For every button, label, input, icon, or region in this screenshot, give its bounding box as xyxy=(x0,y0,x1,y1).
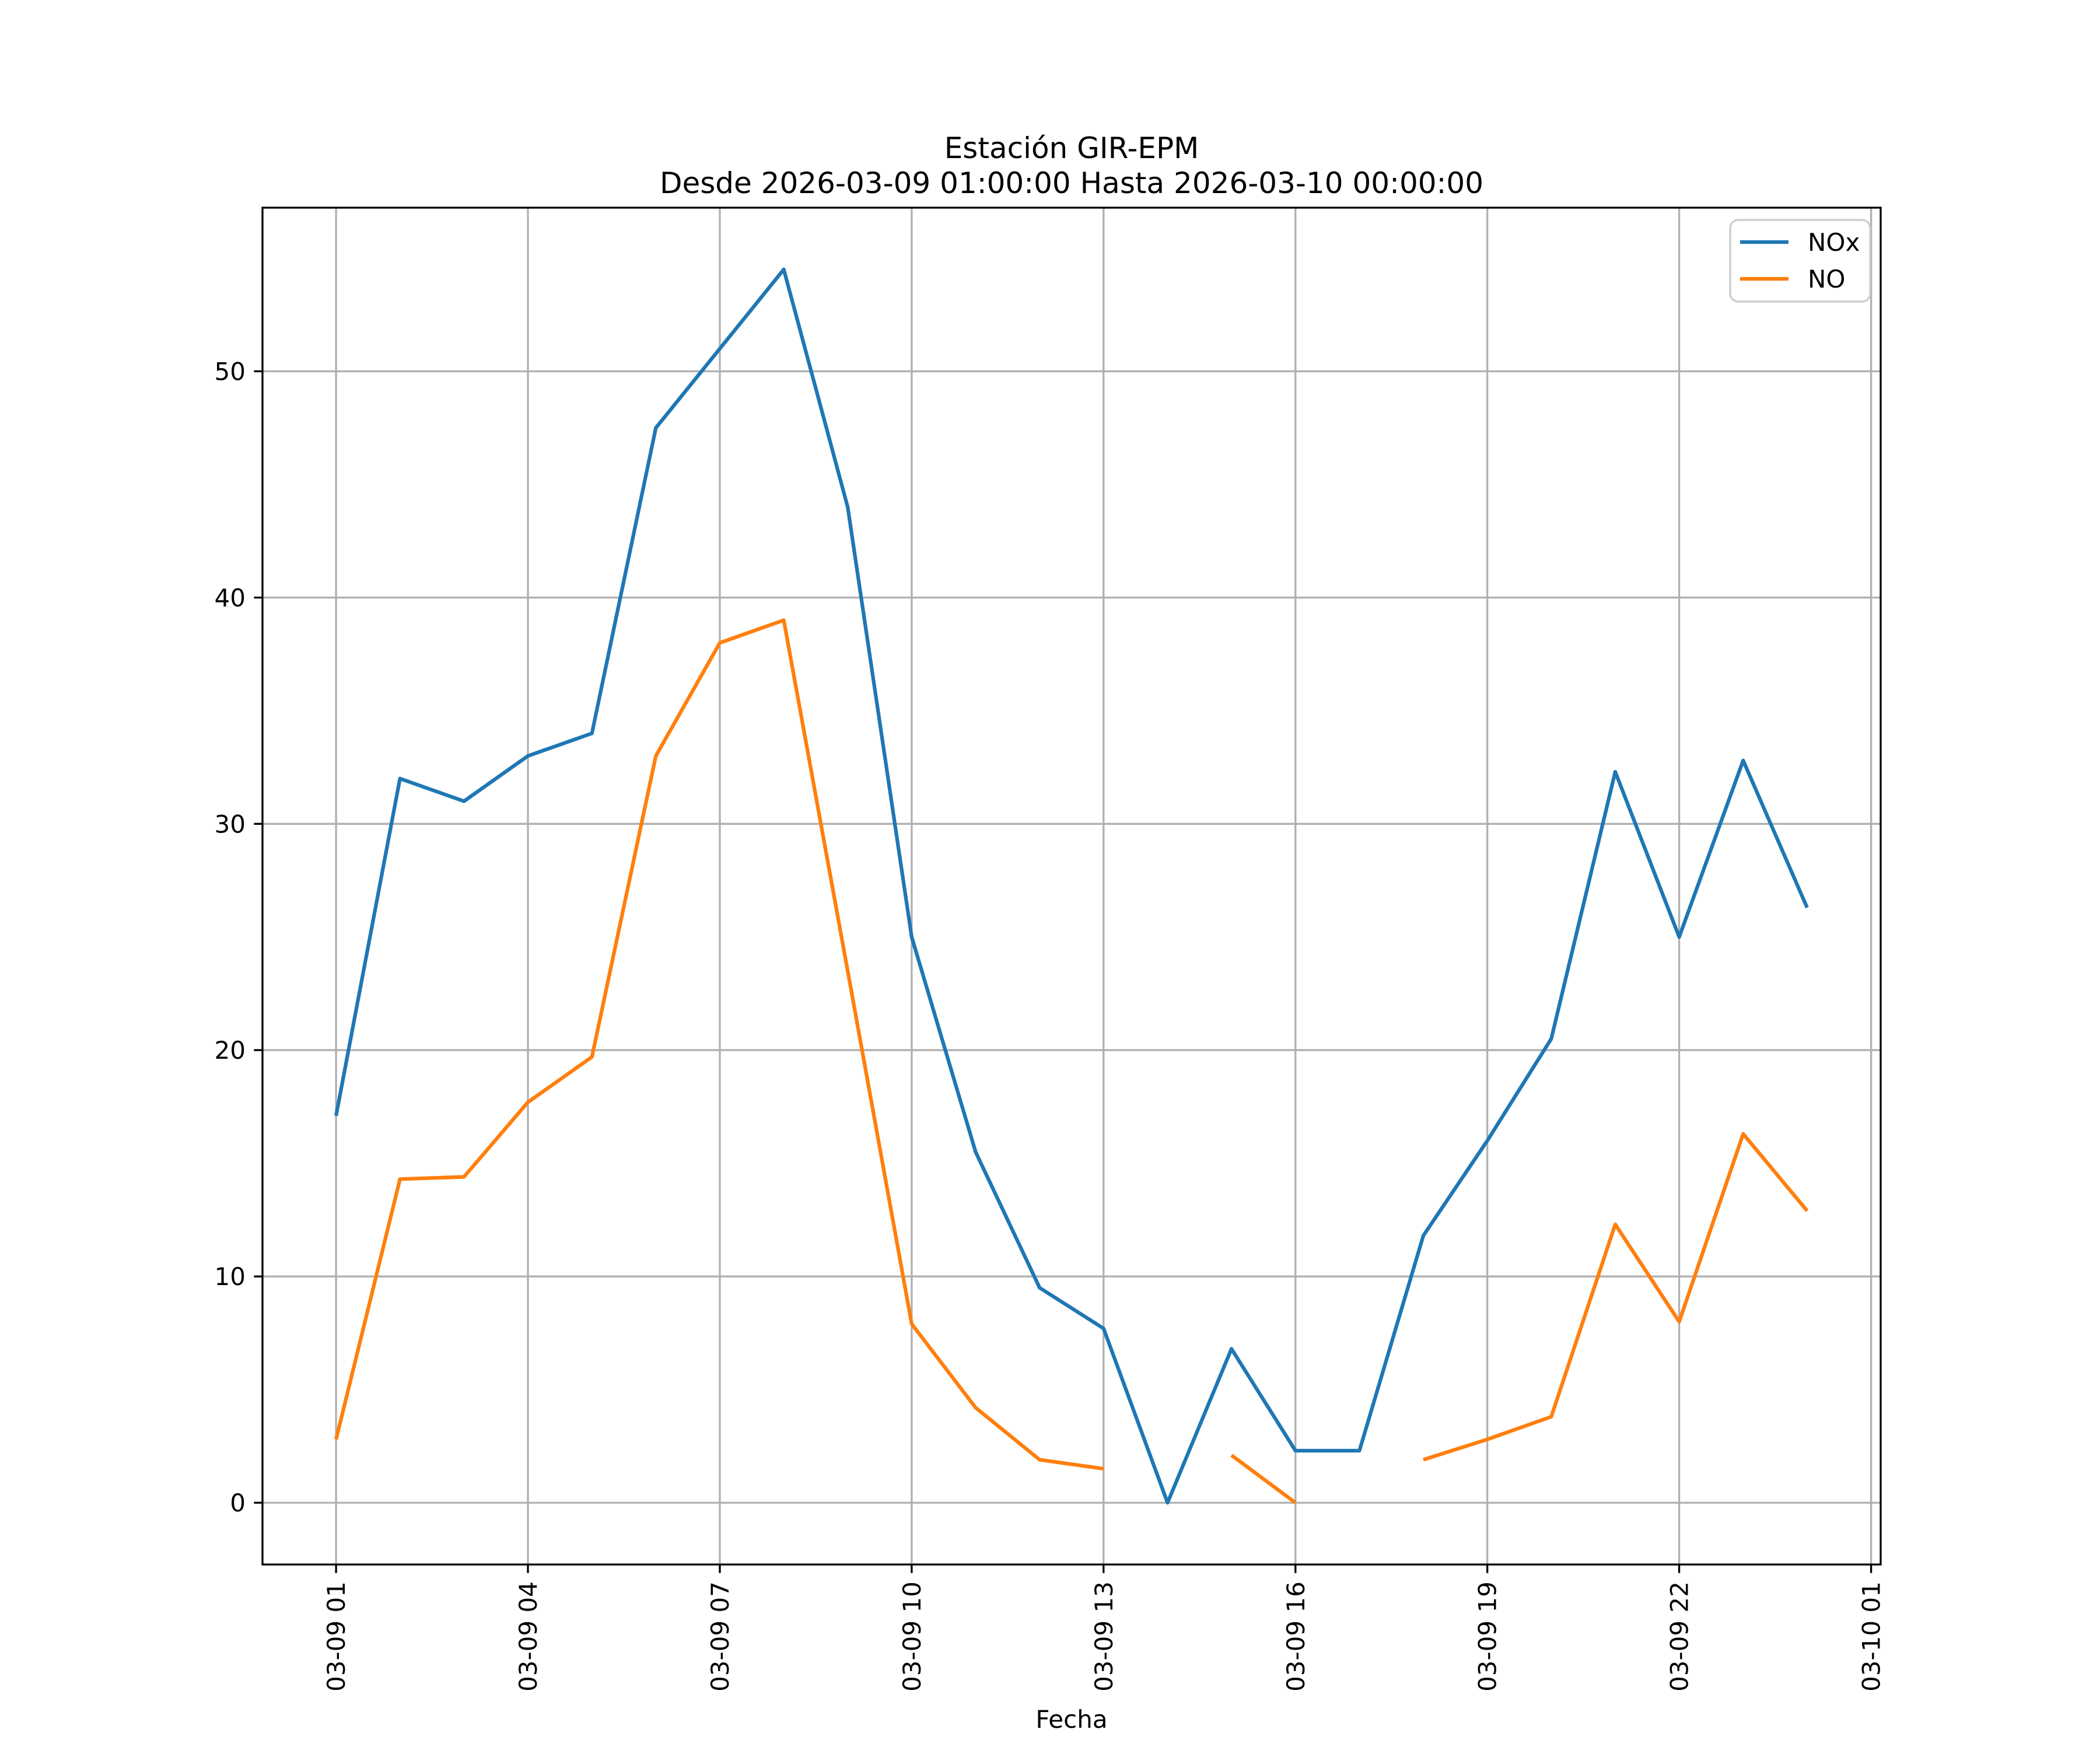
grid-layer xyxy=(262,208,1881,1564)
x-tick-label: 03-09 04 xyxy=(514,1581,542,1692)
chart-title: Estación GIR-EPM xyxy=(944,131,1199,165)
series-line-no xyxy=(334,618,1809,1504)
x-tick-label: 03-09 07 xyxy=(706,1581,734,1692)
y-tick-label: 50 xyxy=(215,358,246,386)
y-tick-label: 30 xyxy=(215,810,246,838)
series-line-nox xyxy=(334,267,1809,1505)
x-tick-label: 03-09 13 xyxy=(1090,1581,1118,1692)
series-layer xyxy=(334,267,1809,1505)
x-tick-label: 03-09 01 xyxy=(322,1581,351,1692)
x-axis-label: Fecha xyxy=(1035,1705,1107,1734)
x-tick-label: 03-09 16 xyxy=(1282,1581,1310,1692)
y-tick-label: 10 xyxy=(215,1262,246,1291)
chart-subtitle: Desde 2026-03-09 01:00:00 Hasta 2026-03-… xyxy=(660,166,1483,200)
legend-label-nox: NOx xyxy=(1808,228,1860,257)
x-tick-label: 03-09 19 xyxy=(1474,1581,1502,1692)
legend: NOx NO xyxy=(1729,219,1871,303)
y-tick-label: 0 xyxy=(230,1489,246,1517)
y-tick-label: 20 xyxy=(215,1036,246,1065)
legend-label-no: NO xyxy=(1808,265,1845,293)
y-tick-label: 40 xyxy=(215,583,246,612)
ticks-layer: 03-09 01 03-09 04 03-09 07 03-09 10 03-09 13… xyxy=(215,358,1886,1692)
axes-frame xyxy=(261,206,1882,1566)
x-tick-label: 03-09 22 xyxy=(1665,1581,1694,1692)
x-tick-label: 03-09 10 xyxy=(898,1581,926,1692)
x-tick-label: 03-10 01 xyxy=(1857,1581,1886,1692)
